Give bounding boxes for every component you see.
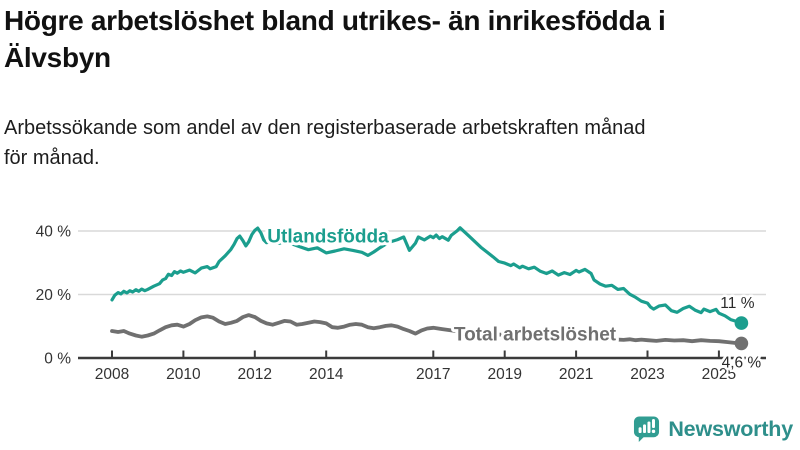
subtitle-line-1: Arbetssökande som andel av den registerb… (4, 117, 646, 139)
series-line-total (110, 313, 744, 346)
x-tick-label: 2010 (166, 366, 201, 383)
x-tick-label: 2019 (487, 366, 521, 383)
series-line-utlandsfodda (110, 226, 744, 325)
x-tick-label: 2014 (309, 366, 344, 383)
series-end-dot-utlandsfodda (734, 316, 749, 330)
title-line-1: Högre arbetslöshet bland utrikes- än inr… (4, 5, 666, 36)
y-tick-label: 0 % (44, 351, 71, 368)
y-tick-label: 40 % (36, 224, 72, 241)
chart-subtitle: Arbetssökande som andel av den registerb… (4, 113, 794, 173)
series-end-dot-total (734, 336, 749, 351)
newsworthy-wordmark: Newsworthy (668, 416, 793, 441)
unemployment-line-chart: 0 % 20 % 40 % 2008 2010 2012 2014 2017 2019 2021 2… (0, 205, 800, 405)
series-label-utlandsfodda: Utlandsfödda (267, 227, 389, 248)
x-tick-label: 2017 (416, 366, 450, 383)
end-value-label-total: 4,6 % (722, 354, 762, 371)
x-tick-label: 2008 (95, 366, 129, 383)
newsworthy-brand-link[interactable]: Newsworthy (633, 412, 793, 446)
y-tick-label: 20 % (36, 287, 72, 304)
x-tick-label: 2025 (702, 366, 736, 383)
x-tick-label: 2012 (238, 366, 272, 383)
chart-canvas: 0 % 20 % 40 % 2008 2010 2012 2014 2017 2019 2021 2… (36, 224, 766, 383)
series-label-total: Total arbetslöshet (454, 325, 617, 346)
title-line-2: Älvsbyn (4, 42, 111, 73)
end-value-label-utlandsfodda: 11 % (720, 295, 754, 312)
subtitle-line-2: för månad. (4, 147, 100, 169)
x-tick-label: 2023 (630, 366, 664, 383)
newsworthy-logo-icon (634, 416, 660, 443)
x-tick-label: 2021 (559, 366, 593, 383)
page-title: Högre arbetslöshet bland utrikes- än inr… (4, 2, 784, 76)
